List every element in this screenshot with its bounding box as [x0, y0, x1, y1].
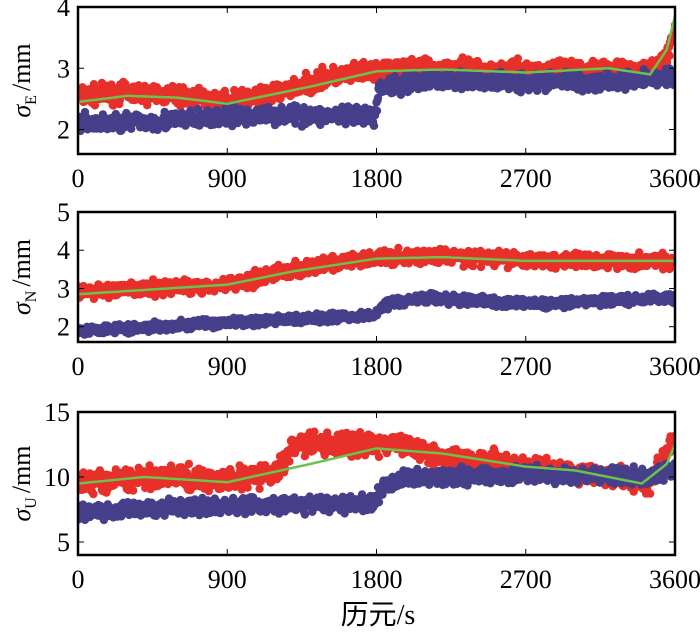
y-tick-label: 4	[57, 0, 70, 22]
trend-line	[78, 15, 675, 106]
y-axis-label: σN/mm	[7, 239, 40, 315]
x-tick-label: 1800	[351, 164, 403, 193]
panel-E: 0 900 1800 2700 3600 2 3 4 σE/mm	[7, 0, 700, 193]
data-point-red	[89, 489, 98, 499]
x-tick-label: 0	[72, 352, 85, 381]
data-point-red	[560, 57, 570, 66]
data-point-blue	[373, 93, 383, 103]
points	[78, 15, 675, 136]
y-tick-label: 3	[57, 54, 70, 83]
data-point-red	[394, 243, 403, 253]
x-tick-label: 2700	[500, 164, 552, 193]
x-axis-label: 历元/s	[341, 600, 416, 631]
y-tick-label: 2	[57, 116, 70, 145]
points	[78, 427, 675, 525]
data-point-red	[407, 54, 416, 64]
data-point-blue	[369, 121, 379, 130]
x-tick-label: 900	[208, 352, 247, 381]
points	[78, 243, 675, 339]
data-point-red	[129, 486, 138, 495]
data-point-blue	[291, 119, 300, 128]
panel-N: 0 900 1800 2700 3600 2 3 4 5 σN/mm	[7, 198, 700, 381]
data-point-blue	[669, 80, 675, 90]
x-tick-label: 3600	[649, 352, 700, 381]
data-point-red	[476, 262, 486, 272]
data-point-blue	[127, 124, 136, 133]
x-tick-label: 900	[208, 164, 247, 193]
x-tick-label: 3600	[649, 164, 700, 193]
y-tick-label: 4	[57, 236, 70, 265]
y-axis-label: σE/mm	[7, 43, 40, 117]
data-point-blue	[372, 106, 382, 116]
y-tick-label: 5	[57, 198, 70, 227]
x-tick-label: 1800	[351, 352, 403, 381]
y-tick-label: 3	[57, 274, 70, 303]
y-tick-label: 2	[57, 313, 70, 342]
x-tick-label: 0	[72, 164, 85, 193]
trend-line	[78, 255, 675, 296]
data-point-red	[513, 54, 522, 63]
data-point-red	[665, 51, 674, 61]
x-tick-label: 2700	[500, 352, 552, 381]
